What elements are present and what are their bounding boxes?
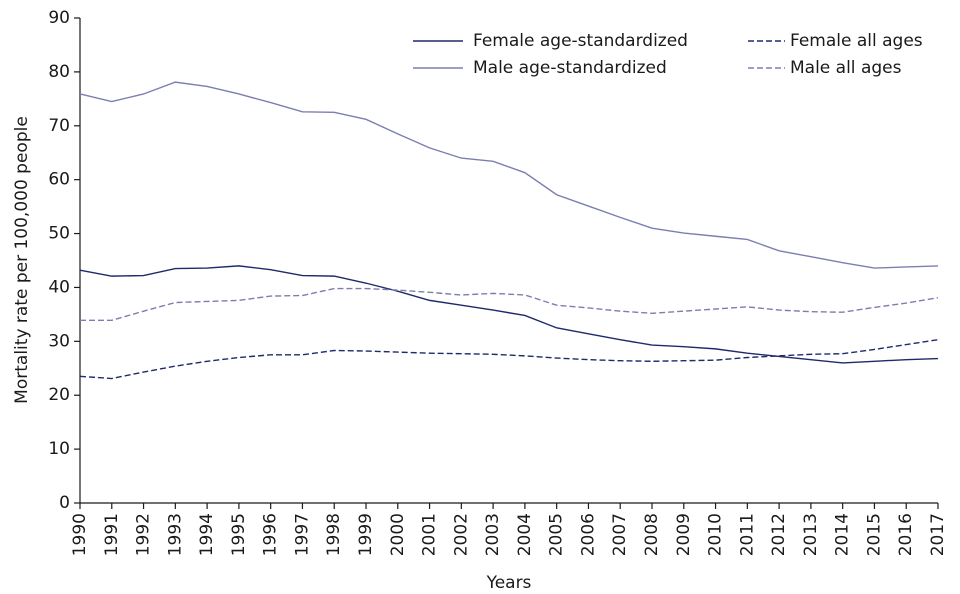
y-tick-label: 90: [48, 8, 70, 28]
x-tick-label: 2007: [610, 513, 630, 556]
series-line: [79, 81, 939, 269]
y-tick-label: 40: [48, 277, 70, 297]
y-tick-label: 50: [48, 224, 70, 244]
x-tick-label: 1991: [102, 513, 122, 556]
x-tick-label: 2015: [864, 513, 884, 556]
x-tick-label: 1996: [261, 513, 281, 556]
y-tick-label: 0: [59, 493, 70, 513]
x-tick-label: 2012: [769, 513, 789, 556]
x-tick-label: 1990: [70, 513, 90, 556]
y-tick-label: 60: [48, 170, 70, 190]
x-axis-label: Years: [486, 573, 532, 593]
x-tick-label: 1992: [134, 513, 154, 556]
x-tick-label: 1997: [292, 513, 312, 556]
x-tick-label: 2014: [833, 513, 853, 556]
legend-label: Female age-standardized: [473, 31, 688, 51]
x-tick-label: 2005: [547, 513, 567, 556]
x-tick-label: 1995: [229, 513, 249, 556]
y-tick-label: 30: [48, 331, 70, 351]
legend-label: Female all ages: [790, 31, 923, 51]
x-tick-label: 2013: [801, 513, 821, 556]
y-tick-label: 10: [48, 439, 70, 459]
x-tick-label: 2001: [420, 513, 440, 556]
series-line: [79, 339, 939, 380]
x-tick-label: 1993: [165, 513, 185, 556]
x-tick-label: 1999: [356, 513, 376, 556]
legend-label: Male all ages: [790, 58, 902, 78]
x-tick-label: 2009: [674, 513, 694, 556]
x-tick-label: 2016: [896, 513, 916, 556]
x-tick-label: 2011: [737, 513, 757, 556]
y-tick-label: 70: [48, 116, 70, 136]
series-line: [80, 287, 939, 322]
y-tick-label: 20: [48, 385, 70, 405]
series-line: [79, 265, 939, 364]
x-tick-label: 2006: [578, 513, 598, 556]
x-tick-label: 2000: [388, 513, 408, 556]
x-tick-label: 1994: [197, 513, 217, 556]
x-tick-label: 2004: [515, 513, 535, 556]
x-tick-label: 2010: [706, 513, 726, 556]
x-tick-label: 2003: [483, 513, 503, 556]
x-tick-label: 2017: [928, 513, 948, 556]
x-tick-label: 2008: [642, 513, 662, 556]
x-tick-label: 1998: [324, 513, 344, 556]
y-tick-label: 80: [48, 62, 70, 82]
x-tick-label: 2002: [451, 513, 471, 556]
y-axis-label: Mortality rate per 100,000 people: [12, 116, 32, 404]
legend-label: Male age-standardized: [473, 58, 667, 78]
